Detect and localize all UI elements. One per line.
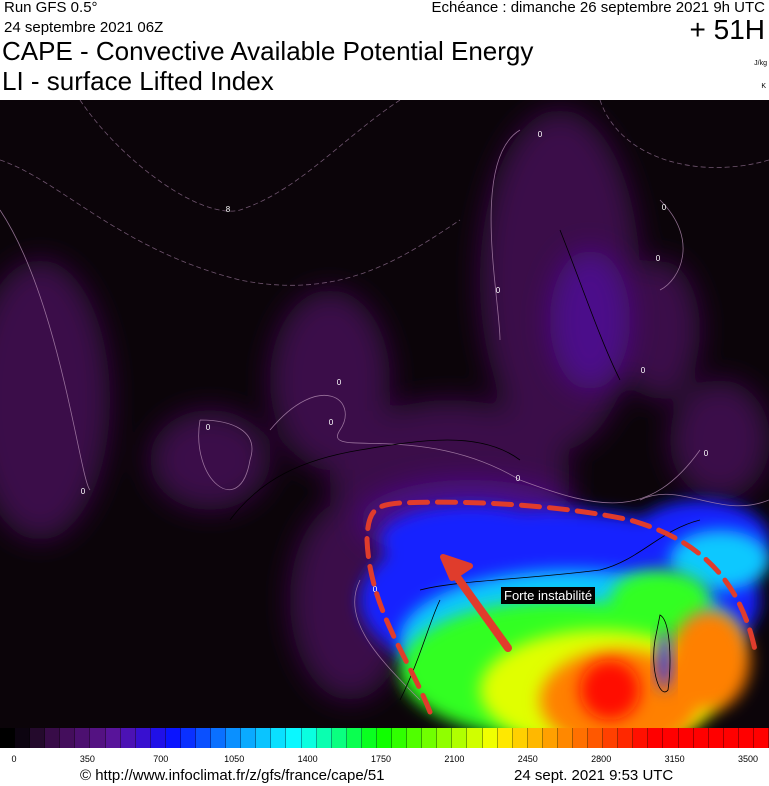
contour-labels: 0 8 0 0 0 0 0 0 0 0 0 0 0 <box>81 130 709 594</box>
colorbar-swatch <box>663 728 679 748</box>
colorbar-swatch <box>105 728 121 748</box>
colorbar-swatch <box>15 728 31 748</box>
colorbar-swatch <box>407 728 423 748</box>
cape-field-red <box>580 660 640 720</box>
colorbar-swatch <box>75 728 91 748</box>
colorbar-swatch <box>301 728 317 748</box>
colorbar-swatch <box>527 728 543 748</box>
colorbar-swatch <box>346 728 362 748</box>
colorbar-swatch <box>648 728 664 748</box>
colorbar-swatch <box>226 728 242 748</box>
contour-label: 0 <box>641 366 646 375</box>
title-li: LI - surface Lifted Index <box>2 66 274 96</box>
colorbar-swatch <box>588 728 604 748</box>
contour-label: 0 <box>516 474 521 483</box>
contour-label: 0 <box>329 418 334 427</box>
colorbar-swatch <box>180 728 197 748</box>
colorbar-swatch <box>708 728 724 748</box>
contour-label: 8 <box>226 205 231 214</box>
colorbar-swatch <box>241 728 257 748</box>
colorbar-swatch <box>633 728 649 748</box>
colorbar-swatch <box>452 728 468 748</box>
colorbar-tick-label: 2100 <box>444 754 465 764</box>
colorbar-swatch <box>603 728 619 748</box>
run-label: Run GFS 0.5° <box>4 0 98 16</box>
cape-map: 0 8 0 0 0 0 0 0 0 0 0 0 0 <box>0 100 769 728</box>
colorbar-swatch <box>467 728 483 748</box>
colorbar-ticks: 0 350 700 1050 1400 1750 2100 2450 2800 3150 3500 <box>0 754 769 766</box>
colorbar-swatch <box>392 728 408 748</box>
colorbar <box>0 728 769 748</box>
li-contours <box>0 129 769 701</box>
colorbar-swatch <box>150 728 166 748</box>
colorbar-swatch <box>331 728 347 748</box>
generated-time: 24 sept. 2021 9:53 UTC <box>514 767 674 784</box>
unit-cape: J/kg <box>754 60 767 67</box>
colorbar-swatch <box>45 728 61 748</box>
instability-arrow <box>440 554 512 652</box>
colorbar-swatch <box>572 728 589 748</box>
colorbar-swatch <box>135 728 151 748</box>
colorbar-swatch <box>120 728 136 748</box>
colorbar-tick-label: 2800 <box>591 754 612 764</box>
contour-label: 0 <box>662 203 667 212</box>
colorbar-swatch <box>678 728 694 748</box>
colorbar-swatch <box>361 728 377 748</box>
colorbar-swatch <box>422 728 438 748</box>
colorbar-tick-label: 700 <box>153 754 169 764</box>
contour-label: 0 <box>656 254 661 263</box>
colorbar-swatch <box>376 728 393 748</box>
colorbar-tick-label: 350 <box>79 754 95 764</box>
colorbar-swatch <box>618 728 634 748</box>
contour-label: 0 <box>538 130 543 139</box>
forecast-time: Echéance : dimanche 26 septembre 2021 9h… <box>431 0 765 16</box>
colorbar-swatch <box>512 728 528 748</box>
contour-label: 0 <box>496 286 501 295</box>
li-dashed-contours <box>0 100 769 286</box>
cape-field-purple <box>0 110 769 700</box>
lead-time: + 51H <box>689 14 766 45</box>
colorbar-tick-label: 3150 <box>664 754 685 764</box>
source-url: © http://www.infoclimat.fr/z/gfs/france/… <box>80 767 385 784</box>
colorbar-swatch <box>90 728 106 748</box>
colorbar-swatch <box>256 728 272 748</box>
colorbar-swatch <box>723 728 739 748</box>
colorbar-swatch <box>271 728 287 748</box>
colorbar-swatch <box>542 728 558 748</box>
colorbar-swatch <box>738 728 754 748</box>
colorbar-tick-label: 2450 <box>517 754 538 764</box>
colorbar-swatch <box>557 728 573 748</box>
colorbar-swatch <box>196 728 212 748</box>
contour-label: 0 <box>704 449 709 458</box>
colorbar-swatch <box>437 728 453 748</box>
colorbar-swatch <box>211 728 227 748</box>
colorbar-swatch <box>693 728 709 748</box>
colorbar-tick-label: 3500 <box>737 754 759 764</box>
corsica-low-cape <box>657 630 671 690</box>
instability-dashed-outline <box>364 499 758 715</box>
colorbar-swatch <box>60 728 76 748</box>
unit-li: K <box>761 83 766 90</box>
run-date: 24 septembre 2021 06Z <box>4 19 164 36</box>
annotation-label: Forte instabilité <box>501 587 596 604</box>
title-cape: CAPE - Convective Available Potential En… <box>2 36 534 66</box>
colorbar-tick-label: 1750 <box>370 754 392 764</box>
colorbar-swatch <box>0 728 16 748</box>
colorbar-swatch <box>30 728 46 748</box>
colorbar-swatch <box>753 728 769 748</box>
colorbar-tick-label: 0 <box>11 754 17 764</box>
colorbar-tick-label: 1050 <box>224 754 245 764</box>
colorbar-swatch <box>165 728 181 748</box>
contour-label: 0 <box>373 585 378 594</box>
contour-label: 0 <box>81 487 86 496</box>
colorbar-swatch <box>316 728 332 748</box>
colorbar-swatch <box>482 728 498 748</box>
contour-label: 0 <box>206 423 211 432</box>
colorbar-swatch <box>497 728 513 748</box>
contour-label: 0 <box>337 378 342 387</box>
colorbar-tick-label: 1400 <box>297 754 318 764</box>
colorbar-swatch <box>286 728 302 748</box>
